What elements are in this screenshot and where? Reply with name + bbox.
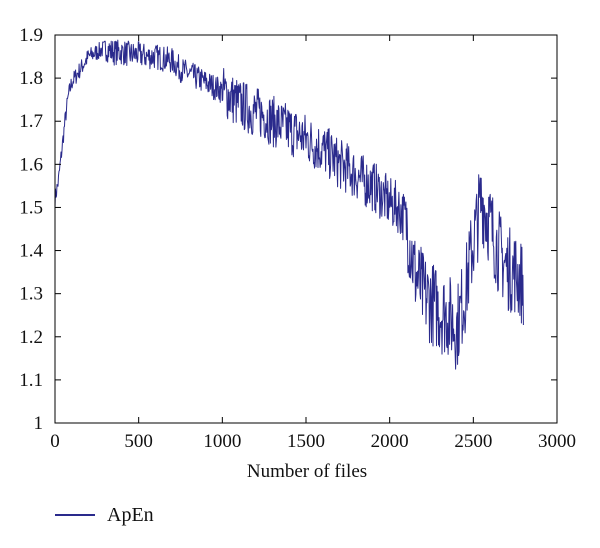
y-tick-label: 1.6 <box>19 154 43 175</box>
plot-area <box>54 39 524 370</box>
x-axis-label: Number of files <box>247 461 367 482</box>
legend-label-apen: ApEn <box>107 503 154 526</box>
x-tick-label: 3000 <box>538 431 576 452</box>
x-tick-label: 2000 <box>371 431 409 452</box>
legend: ApEn <box>55 500 154 530</box>
x-tick-label: 500 <box>124 431 153 452</box>
legend-swatch-apen <box>55 514 95 516</box>
x-tick-label: 1500 <box>287 431 325 452</box>
y-tick-label: 1.4 <box>19 241 43 262</box>
y-tick-label: 1 <box>34 413 44 434</box>
y-tick-label: 1.5 <box>19 197 43 218</box>
y-tick-label: 1.3 <box>19 284 43 305</box>
y-tick-label: 1.8 <box>19 68 43 89</box>
x-tick-label: 0 <box>50 431 60 452</box>
series-line-apen <box>54 39 524 370</box>
plot-frame <box>54 34 558 424</box>
x-tick-label: 2500 <box>454 431 492 452</box>
axes: 0 500 1000 1500 2000 2500 3000 1 1.1 1.2 1.3 1.4 1.5… <box>19 25 576 452</box>
x-tick-label: 1000 <box>203 431 241 452</box>
y-tick-label: 1.9 <box>19 25 43 46</box>
y-tick-label: 1.2 <box>19 327 43 348</box>
y-tick-label: 1.7 <box>19 111 43 132</box>
y-tick-label: 1.1 <box>19 370 43 391</box>
